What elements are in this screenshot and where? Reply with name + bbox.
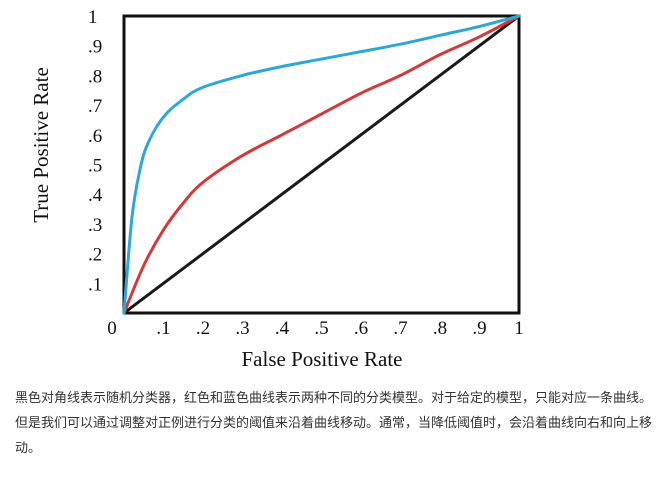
blue-roc-curve: [122, 14, 521, 315]
x-tick-label: .8: [433, 318, 447, 339]
y-axis-ticks: .1 .2 .3 .4 .5 .6 .7 .8 .9 1: [88, 7, 103, 295]
y-axis-title: True Positive Rate: [29, 67, 53, 223]
x-tick-label: .4: [275, 318, 290, 339]
y-tick-label: .3: [88, 215, 102, 236]
plot-frame: [122, 14, 521, 315]
x-tick-label: .3: [235, 318, 249, 339]
x-tick-label: .7: [393, 318, 407, 339]
y-tick-label: .8: [88, 66, 102, 87]
y-tick-label: 1: [88, 7, 98, 28]
y-tick-label: .1: [88, 274, 102, 295]
x-tick-label: 0: [107, 318, 117, 339]
x-tick-label: 1: [514, 318, 524, 339]
x-tick-label: .2: [196, 318, 210, 339]
y-tick-label: .6: [88, 126, 102, 147]
y-tick-label: .9: [88, 37, 102, 58]
x-tick-label: .9: [472, 318, 486, 339]
red-roc-curve: [122, 14, 521, 315]
y-tick-label: .7: [88, 96, 102, 117]
x-tick-label: .1: [156, 318, 170, 339]
plot-area: [122, 14, 521, 315]
x-axis-ticks: 0 .1 .2 .3 .4 .5 .6 .7 .8 .9 1: [107, 318, 524, 339]
x-tick-label: .6: [354, 318, 368, 339]
y-tick-label: .2: [88, 245, 102, 266]
y-tick-label: .4: [88, 185, 103, 206]
caption-text: 黑色对角线表示随机分类器，红色和蓝色曲线表示两种不同的分类模型。对于给定的模型，…: [15, 391, 653, 456]
random-classifier-line: [122, 14, 521, 315]
roc-chart: 0 .1 .2 .3 .4 .5 .6 .7 .8 .9 1 .1 .2 .3 .4 .5 .6 .7 .8 .9 1…: [29, 7, 524, 371]
y-tick-label: .5: [88, 156, 102, 177]
x-axis-title: False Positive Rate: [242, 347, 403, 371]
x-tick-label: .5: [314, 318, 328, 339]
